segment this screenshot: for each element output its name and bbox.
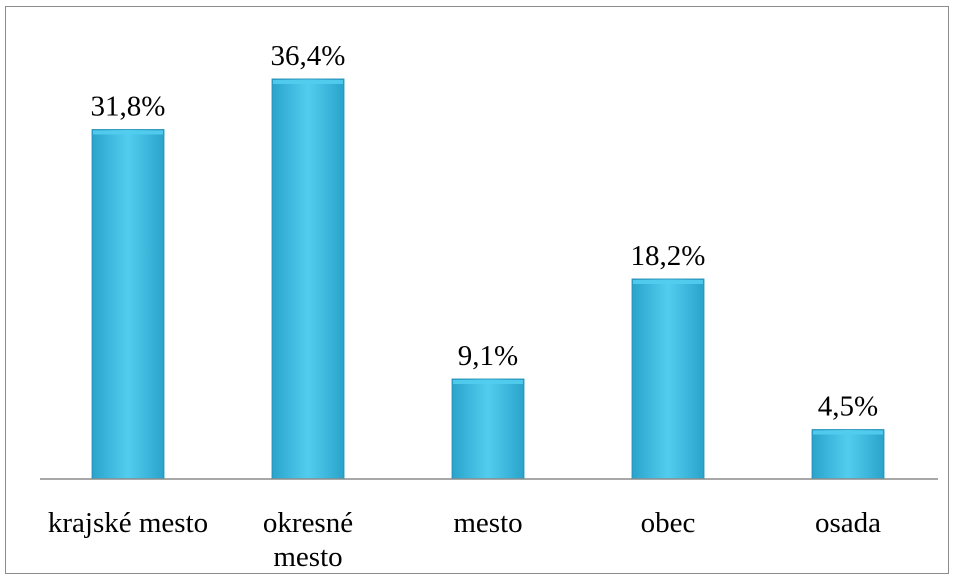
bar-cap-4 xyxy=(813,430,883,435)
data-label-2: 9,1% xyxy=(458,340,518,372)
bar-1 xyxy=(271,78,345,480)
bar-cap-2 xyxy=(453,379,523,384)
bar-cap-1 xyxy=(273,79,343,84)
data-label-3: 18,2% xyxy=(631,240,706,272)
category-label-4: osada xyxy=(815,507,881,539)
category-label-2: mesto xyxy=(453,507,522,539)
category-label-3: obec xyxy=(641,507,696,539)
category-label-1: okresné mesto xyxy=(263,507,353,573)
bar-4 xyxy=(811,429,885,480)
data-label-4: 4,5% xyxy=(818,391,878,423)
bar-cap-3 xyxy=(633,279,703,284)
data-label-0: 31,8% xyxy=(91,91,166,123)
bars-layer xyxy=(91,78,885,480)
bar-cap-0 xyxy=(93,130,163,135)
category-label-0: krajské mesto xyxy=(48,507,208,539)
labels-layer: 31,8% krajské mesto 36,4% okresné mesto 9,1% m… xyxy=(48,40,881,573)
bar-3 xyxy=(631,278,705,480)
data-label-1: 36,4% xyxy=(271,40,346,72)
bar-2 xyxy=(451,378,525,480)
bar-0 xyxy=(91,129,165,480)
